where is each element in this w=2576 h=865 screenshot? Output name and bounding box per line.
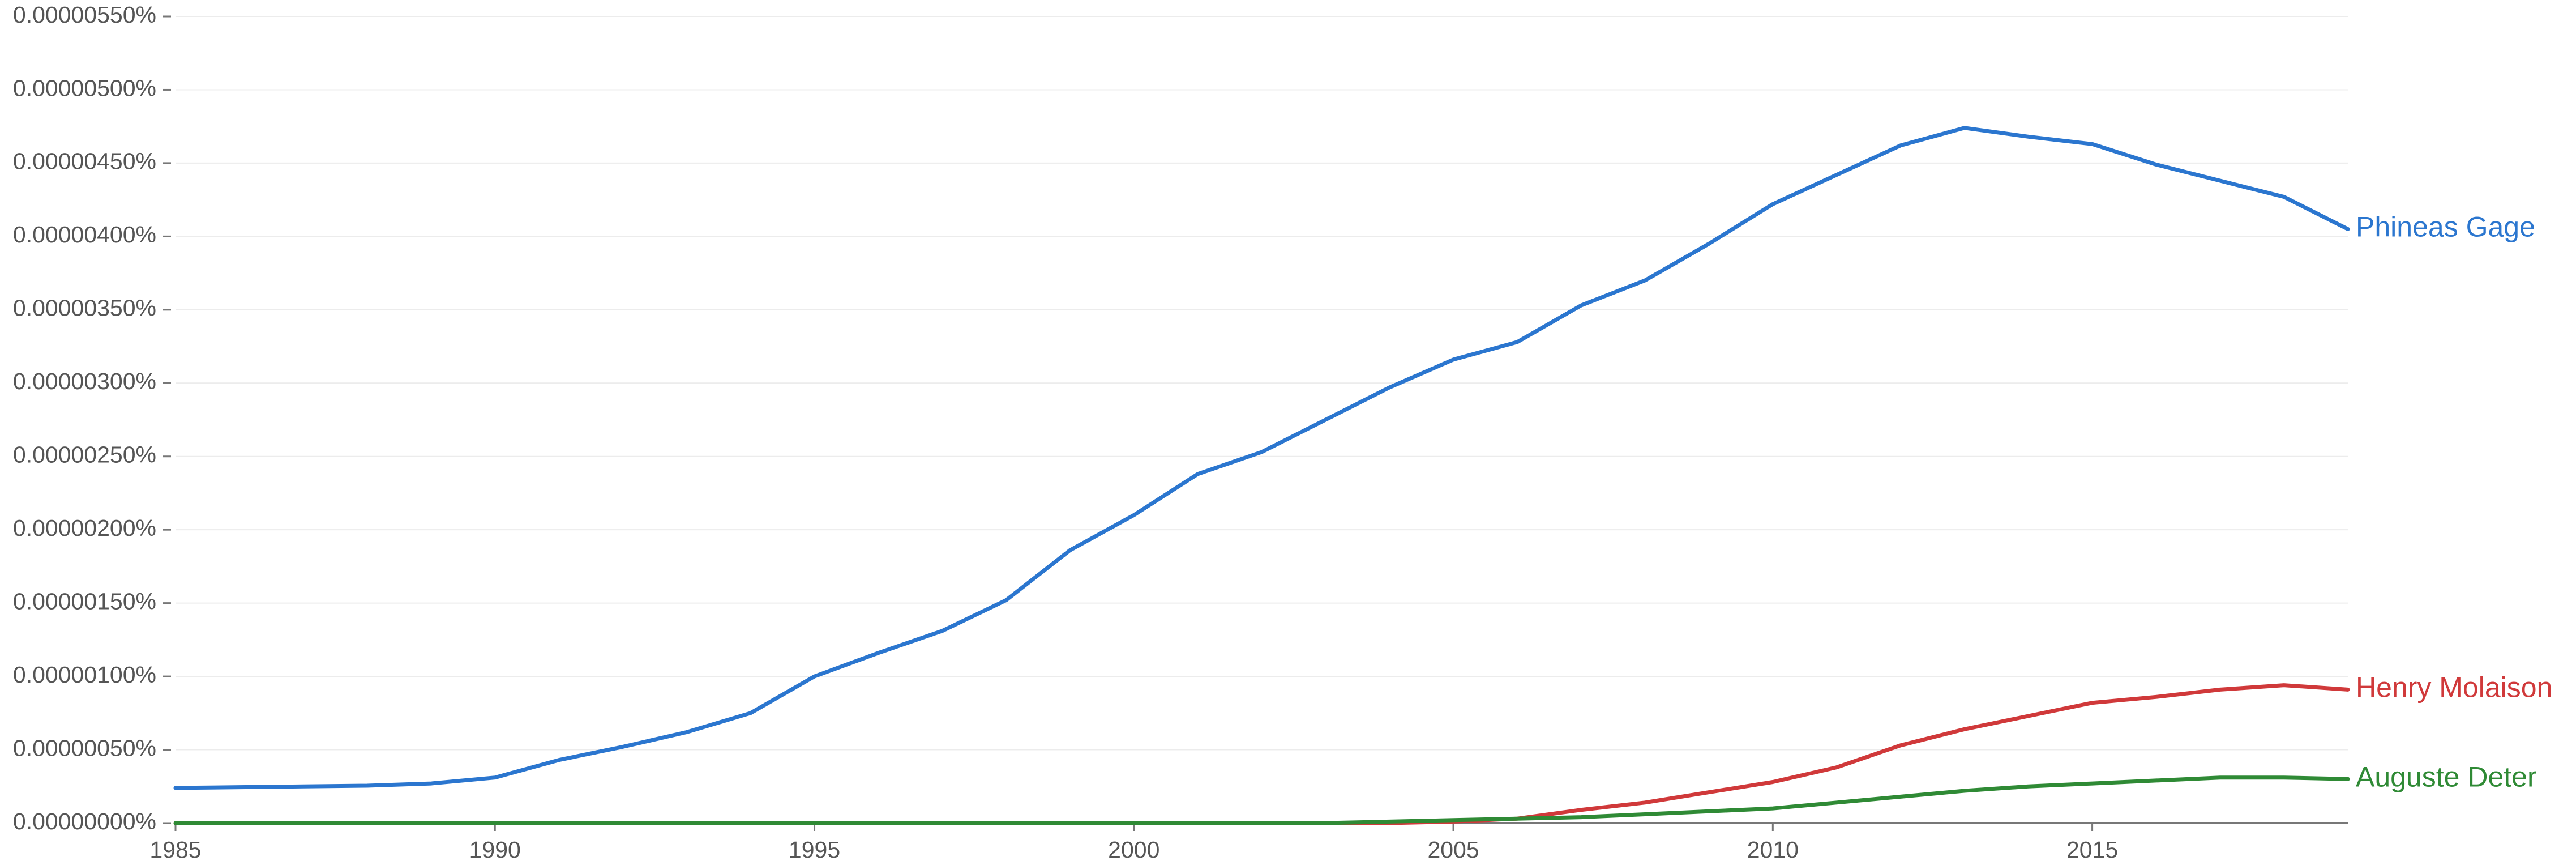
x-tick-label: 1990: [469, 837, 521, 863]
y-tick-label: 0.00000050%: [13, 735, 156, 761]
y-tick-label: 0.00000200%: [13, 515, 156, 541]
x-tick-label: 2010: [1747, 837, 1799, 863]
y-tick-label: 0.00000150%: [13, 588, 156, 614]
series-label: Henry Molaison: [2356, 672, 2552, 704]
x-tick-label: 1985: [149, 837, 201, 863]
y-tick-label: 0.00000500%: [13, 75, 156, 101]
series-label: Auguste Deter: [2356, 761, 2537, 793]
y-tick-label: 0.00000000%: [13, 808, 156, 834]
x-tick-label: 2005: [1427, 837, 1479, 863]
y-tick-label: 0.00000550%: [13, 2, 156, 28]
y-tick-label: 0.00000400%: [13, 221, 156, 248]
series-line: [173, 126, 2350, 790]
y-tick-label: 0.00000450%: [13, 148, 156, 174]
x-tick-label: 2015: [2066, 837, 2118, 863]
x-tick-label: 2000: [1108, 837, 1159, 863]
series-line: [173, 683, 2350, 825]
y-tick-label: 0.00000250%: [13, 442, 156, 468]
y-tick-label: 0.00000100%: [13, 662, 156, 688]
series-line: [173, 775, 2350, 825]
series-label: Phineas Gage: [2356, 211, 2535, 243]
y-tick-label: 0.00000350%: [13, 295, 156, 321]
y-tick-label: 0.00000300%: [13, 368, 156, 394]
x-tick-label: 1995: [789, 837, 840, 863]
